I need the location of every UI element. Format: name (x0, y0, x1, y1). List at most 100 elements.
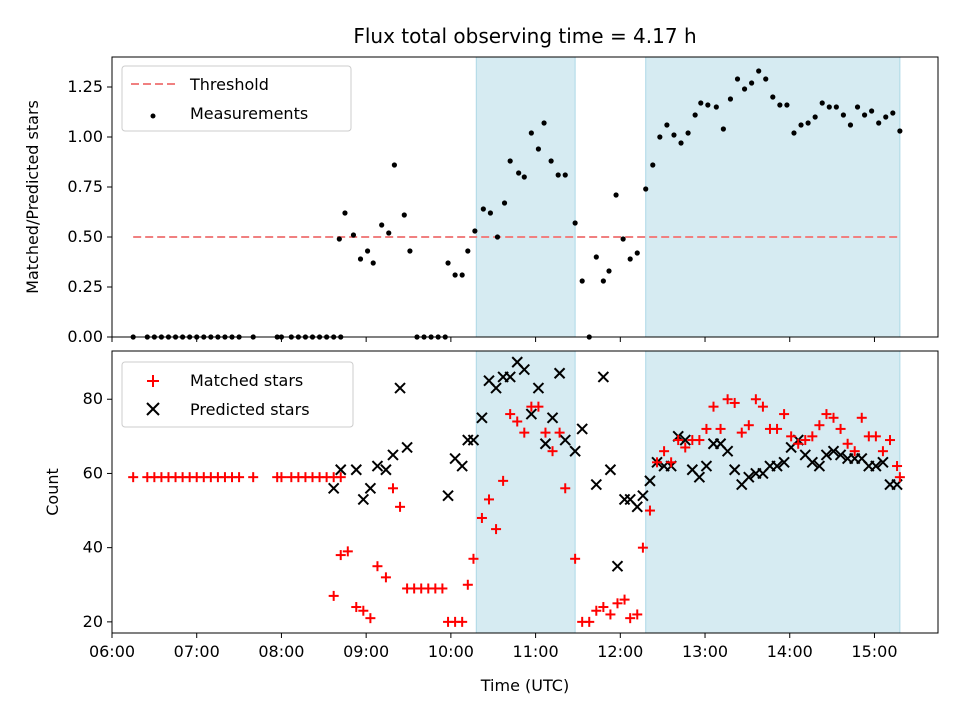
predicted-stars-point (806, 456, 819, 469)
predicted-mark-b (559, 434, 571, 446)
predicted-mark-b (350, 464, 362, 476)
matched-stars-point (625, 613, 636, 624)
matched-stars-point (476, 512, 487, 523)
matched-stars-point (395, 501, 406, 512)
matched-stars-point (637, 542, 648, 553)
matched-stars-point (807, 431, 818, 442)
measurement-point (401, 212, 407, 218)
matched-stars-point (729, 397, 740, 408)
measurements-legend-label: Measurements (190, 104, 308, 123)
matched-stars-point (694, 435, 705, 446)
matched-stars-point (491, 524, 502, 535)
predicted-stars-point (371, 460, 384, 472)
measurement-point (480, 206, 486, 212)
measurement-point (364, 248, 371, 254)
matched-stars-point (612, 598, 623, 609)
matched-stars-point (814, 420, 825, 431)
measurement-point (494, 234, 501, 240)
predicted-mark-b (576, 423, 588, 435)
predicted-stars-point (700, 460, 713, 472)
top-legend: Threshold Measurements (121, 65, 352, 132)
x-tick-label: 11:00 (513, 642, 559, 661)
matched-stars-point (736, 427, 747, 438)
measurement-point (763, 76, 769, 82)
predicted-mark-b (686, 464, 699, 476)
predicted-mark-b (799, 449, 811, 461)
measurement-point (671, 132, 677, 138)
x-axis-label: Time (UTC) (480, 676, 569, 695)
predicted-mark-b (357, 493, 370, 506)
measurement-point (600, 278, 606, 284)
x-tick-label: 07:00 (174, 642, 220, 661)
predicted-stars-point (693, 471, 706, 483)
predicted-mark-b (539, 438, 552, 450)
bottom-y-axis-label: Count (43, 468, 62, 516)
shaded-interval (475, 56, 576, 338)
x-tick-label: 08:00 (258, 642, 304, 661)
predicted-mark-b (456, 460, 468, 472)
predicted-mark-b (604, 464, 617, 476)
measurement-point (606, 268, 612, 274)
measurement-point (516, 170, 522, 176)
measurement-point (459, 272, 465, 278)
top-y-tick-label: 0.00 (67, 327, 103, 346)
measurement-point (664, 122, 670, 128)
x-tick-label: 10:00 (428, 642, 474, 661)
matched-stars-point (372, 561, 383, 572)
matched-stars-point (335, 472, 346, 483)
measurement-point (883, 114, 889, 120)
predicted-stars-point (827, 445, 840, 457)
predicted-stars-point (771, 460, 783, 472)
predicted-mark-b (714, 438, 727, 450)
matched-stars-point (483, 494, 494, 505)
matched-stars-point (365, 613, 376, 624)
predicted-mark-b (679, 434, 691, 446)
matched-stars-point (715, 423, 726, 434)
predicted-stars-point (631, 501, 643, 513)
matched-stars-point (632, 609, 643, 620)
x-tick-label: 15:00 (851, 642, 897, 661)
predicted-stars-point (518, 363, 531, 376)
predicted-mark-b (644, 475, 656, 487)
matched-stars-point (842, 438, 853, 449)
matched-stars-point (659, 446, 670, 457)
measurements-legend-swatch (150, 113, 156, 119)
matched-stars-point (570, 553, 581, 564)
predicted-stars-point (778, 456, 790, 469)
x-tick-label: 12:00 (597, 642, 643, 661)
matched-stars-point (750, 394, 761, 405)
chart-title: Flux total observing time = 4.17 h (353, 24, 696, 48)
matched-legend-label: Matched stars (190, 371, 303, 390)
top-y-tick-label: 0.25 (67, 277, 103, 296)
measurement-point (391, 162, 397, 168)
top-panel: Flux total observing time = 4.17 h 0.00 0… (23, 24, 939, 346)
predicted-stars-point (721, 445, 734, 457)
predicted-mark-b (380, 464, 392, 476)
measurement-point (756, 68, 762, 74)
measurement-point (370, 260, 376, 266)
measurement-point (678, 140, 684, 146)
bottom-y-tick-label: 60 (83, 463, 103, 482)
bottom-y-tick-label: 80 (83, 389, 103, 408)
matched-stars-point (468, 553, 479, 564)
measurement-point (833, 104, 839, 110)
predicted-mark-b (467, 434, 480, 446)
measurement-point (685, 130, 691, 136)
predicted-stars-point (576, 423, 588, 435)
predicted-mark-b (511, 356, 523, 368)
predicted-stars-point (380, 464, 392, 476)
matched-stars-point (533, 401, 544, 412)
matched-legend-swatch (147, 375, 159, 387)
matched-stars-point (584, 616, 595, 627)
predicted-stars-point (604, 464, 617, 476)
bottom-legend-box (121, 361, 354, 428)
matched-stars-point (358, 605, 369, 616)
predicted-mark-b (532, 382, 545, 394)
predicted-mark-b (525, 408, 538, 420)
measurement-point (812, 114, 818, 120)
predicted-stars-point (539, 438, 552, 450)
predicted-mark-b (449, 452, 461, 465)
measurement-point (869, 108, 875, 114)
matched-stars-point (540, 427, 551, 438)
x-tick-label: 06:00 (89, 642, 135, 661)
